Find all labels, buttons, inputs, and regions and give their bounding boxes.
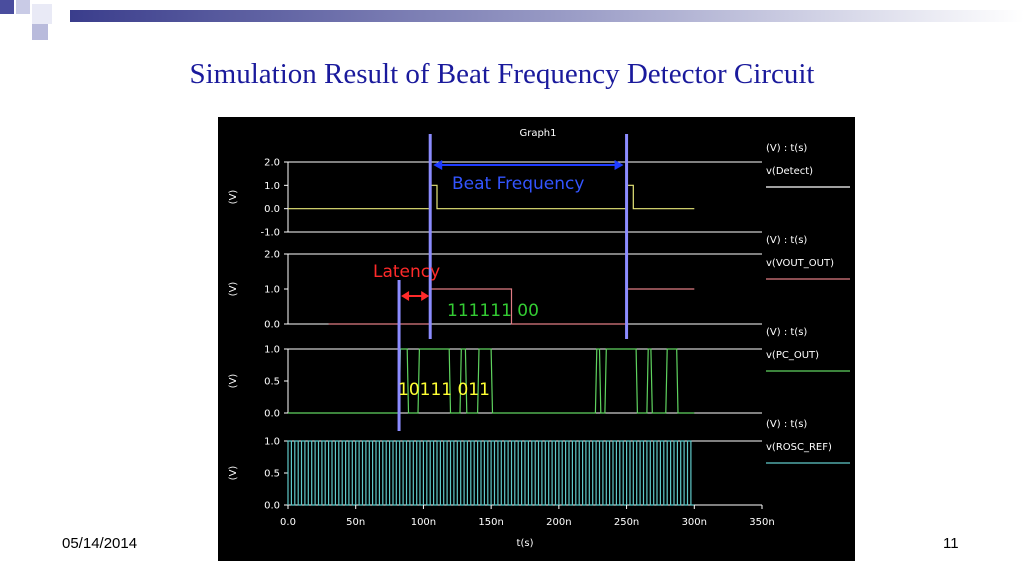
panel-1-y-tick-label: 1.0	[264, 181, 280, 192]
x-tick-label: 50n	[346, 517, 365, 528]
panel-1-frame	[287, 161, 762, 233]
panel-2-y-tick-label: 2.0	[264, 250, 280, 261]
panel-2-legend-name: v(VOUT_OUT)	[766, 258, 834, 269]
latency-arrow-head-left	[401, 291, 410, 301]
panel-3-legend-name: v(PC_OUT)	[766, 350, 819, 361]
waveform-chart: Graph1 2.0 1.0 0.0 -1.0 (V) (V) : t(s) v(Detect…	[228, 128, 850, 549]
panel-3-y-tick-label: 1.0	[264, 345, 280, 356]
panel-1-legend-name: v(Detect)	[766, 166, 813, 177]
panel-4-legend-header: (V) : t(s)	[766, 419, 807, 430]
x-tick-label: 350n	[749, 517, 774, 528]
panel-1-y-tick-label: 0.0	[264, 204, 280, 215]
x-tick-label: 150n	[478, 517, 503, 528]
panel-4-legend-name: v(ROSC_REF)	[766, 442, 832, 453]
x-tick-label: 100n	[411, 517, 436, 528]
panel-2-y-tick-label: 1.0	[264, 285, 280, 296]
latency-arrow-head-right	[421, 291, 430, 301]
panel-3-series-line	[288, 348, 695, 414]
panel-3-y-tick-label: 0.0	[264, 409, 280, 420]
panel-3-legend-header: (V) : t(s)	[766, 327, 807, 338]
panel-2-y-axis-label: (V)	[228, 282, 239, 297]
beat-frequency-arrow-head-right	[614, 160, 624, 170]
panel-4-y-tick-label: 1.0	[264, 437, 280, 448]
beat-frequency-arrow-head-left	[433, 160, 443, 170]
panel-4-y-axis-label: (V)	[228, 466, 239, 481]
x-tick-label: 250n	[614, 517, 639, 528]
panel-3-y-axis-label: (V)	[228, 374, 239, 389]
slide-title: Simulation Result of Beat Frequency Dete…	[189, 58, 815, 90]
slide-page-number: 11	[943, 535, 959, 552]
panel-3-y-tick-label: 0.5	[264, 377, 280, 388]
latency-label: Latency	[373, 262, 440, 282]
panel-1-legend-header: (V) : t(s)	[766, 143, 807, 154]
panel-2-legend-header: (V) : t(s)	[766, 235, 807, 246]
x-tick-label: 0.0	[280, 517, 296, 528]
panel-4-series-line	[287, 440, 695, 506]
vout-bit-pattern-label: 111111 00	[447, 301, 539, 321]
x-tick-label: 200n	[546, 517, 571, 528]
panel-2-y-tick-label: 0.0	[264, 320, 280, 331]
x-axis-label: t(s)	[517, 538, 534, 549]
panel-1-y-tick-label: -1.0	[260, 228, 280, 239]
beat-frequency-label: Beat Frequency	[452, 174, 584, 194]
slide-header-bar	[0, 0, 1024, 40]
x-tick-label: 300n	[682, 517, 707, 528]
panel-3-frame	[287, 348, 762, 414]
pc-out-bit-pattern-label: 10111 011	[398, 380, 490, 400]
slide-date: 05/14/2014	[62, 535, 138, 552]
graph-title: Graph1	[519, 128, 556, 139]
simulation-plot: Graph1 2.0 1.0 0.0 -1.0 (V) (V) : t(s) v(Detect…	[218, 117, 855, 561]
panel-4-y-tick-label: 0.0	[264, 501, 280, 512]
panel-1-y-axis-label: (V)	[228, 190, 239, 205]
panel-1-y-tick-label: 2.0	[264, 158, 280, 169]
panel-4-y-tick-label: 0.5	[264, 469, 280, 480]
